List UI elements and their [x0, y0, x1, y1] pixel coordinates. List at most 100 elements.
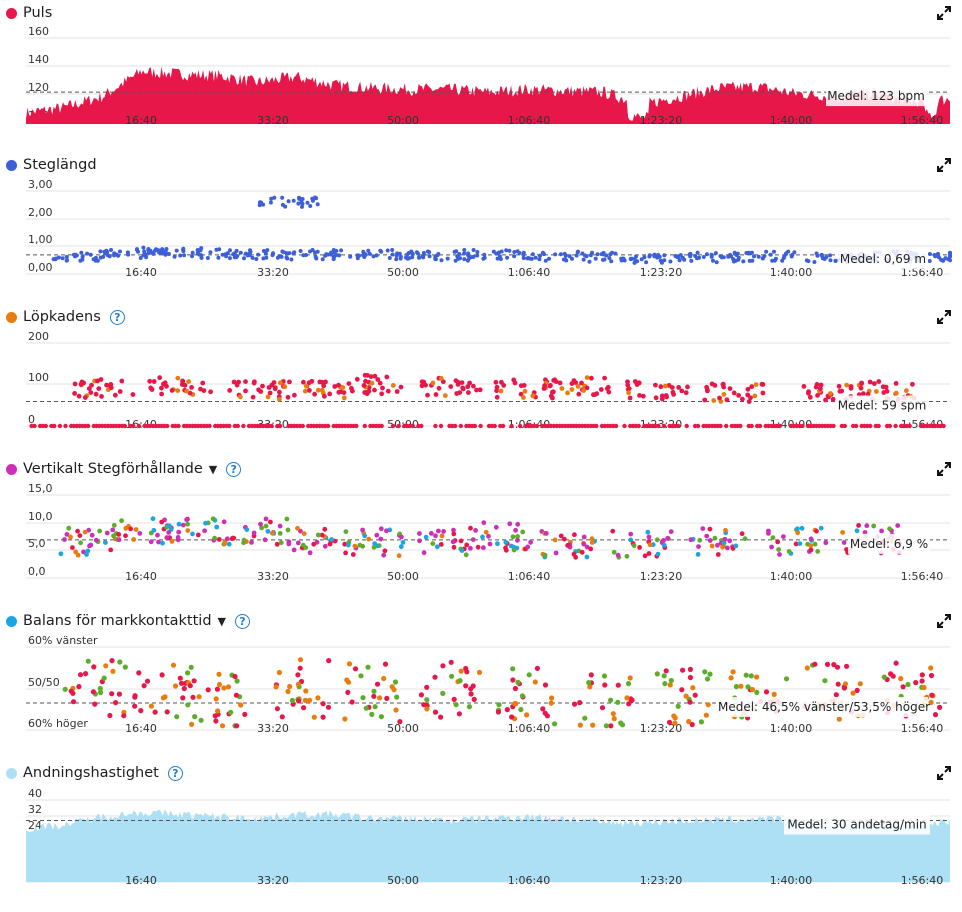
data-point [606, 389, 612, 395]
data-point [834, 664, 841, 670]
data-point [301, 379, 306, 385]
data-point [503, 539, 509, 545]
data-point [110, 527, 116, 533]
data-point [792, 250, 797, 255]
data-point [201, 388, 207, 393]
data-point [342, 716, 348, 722]
data-point [276, 669, 282, 676]
data-point [395, 251, 400, 256]
chart-andning[interactable]: 403224168016:4033:2050:001:06:401:23:201… [0, 760, 962, 893]
data-point [679, 687, 685, 693]
data-point [91, 257, 96, 262]
data-point [656, 423, 661, 429]
chart-balans[interactable]: 60% vänster 50/50 60% höger 16:40 33:20 50:00… [0, 608, 962, 760]
data-point [242, 711, 248, 717]
data-point [424, 706, 430, 712]
data-point [421, 379, 427, 385]
data-point [238, 394, 243, 400]
data-point [776, 547, 781, 552]
expand-icon[interactable] [936, 613, 952, 629]
expand-icon[interactable] [936, 765, 952, 781]
chevron-down-icon[interactable]: ▼ [208, 462, 218, 476]
help-icon[interactable]: ? [109, 309, 125, 325]
average-label: Medel: 0,69 m [840, 252, 926, 266]
expand-icon[interactable] [936, 5, 952, 21]
data-point [576, 391, 582, 397]
data-point [806, 390, 811, 396]
data-point [214, 686, 220, 692]
data-point [552, 537, 558, 543]
data-point [414, 250, 419, 255]
data-point [828, 258, 833, 263]
data-point [345, 689, 351, 695]
chart-lopkadens[interactable]: 200100016:4033:2050:001:06:401:23:201:40… [0, 304, 962, 456]
data-point [235, 423, 240, 429]
help-icon[interactable]: ? [167, 765, 183, 781]
chart-steglangd[interactable]: 3,00 2,00 1,00 0,00 16:40 33:20 50:00 1:06:40 1:… [0, 152, 962, 304]
expand-icon[interactable] [936, 309, 952, 325]
data-point [68, 688, 74, 694]
help-icon[interactable]: ? [235, 613, 250, 629]
y-tick-label: 3,00 [28, 178, 53, 191]
data-point [329, 537, 334, 542]
data-point [525, 256, 530, 261]
data-point [332, 384, 338, 389]
data-point [159, 519, 165, 525]
data-point [647, 254, 652, 259]
data-point [292, 250, 297, 255]
data-point [169, 388, 175, 393]
data-point [700, 526, 706, 531]
data-point [322, 526, 328, 532]
data-point [321, 383, 327, 389]
data-point [58, 551, 64, 557]
help-icon[interactable]: ? [226, 461, 242, 477]
data-point [320, 701, 326, 707]
data-point [463, 665, 469, 672]
data-point [398, 384, 404, 390]
data-point [613, 423, 619, 429]
data-point [608, 252, 613, 257]
data-point [745, 386, 751, 392]
chart-puls[interactable]: 16014012010016:4033:2050:001:06:401:23:2… [0, 0, 962, 152]
data-point [704, 676, 711, 682]
data-point [405, 252, 410, 257]
data-point [483, 529, 489, 535]
data-point [95, 378, 100, 384]
data-point [160, 540, 165, 546]
data-point [326, 658, 332, 664]
data-point [772, 249, 776, 254]
data-point [611, 549, 617, 555]
data-point [361, 383, 367, 388]
chevron-down-icon[interactable]: ▼ [217, 614, 226, 628]
data-point [377, 695, 383, 701]
data-point [569, 387, 575, 392]
data-point [232, 673, 238, 680]
data-point [195, 532, 201, 538]
data-point [325, 252, 330, 257]
chart-vertikalt[interactable]: 15,0 10,0 5,0 0,0 16:40 33:20 50:00 1:06:40 1:23… [0, 456, 962, 608]
data-point [540, 706, 546, 712]
data-point [86, 386, 92, 391]
data-point [687, 674, 694, 681]
data-point [430, 541, 436, 546]
expand-icon[interactable] [936, 461, 952, 477]
data-point [265, 529, 271, 534]
data-point [374, 253, 379, 258]
data-point [581, 257, 586, 262]
data-point [562, 251, 567, 256]
data-point [602, 375, 607, 381]
panel-header: Steglängd [6, 154, 97, 176]
data-point [320, 257, 325, 262]
data-point [579, 549, 585, 555]
data-point [615, 699, 621, 705]
x-tick-label: 1:06:40 [508, 570, 550, 583]
data-point [665, 535, 671, 541]
data-point [632, 260, 637, 265]
data-point [628, 531, 634, 537]
data-point [857, 681, 863, 687]
data-point [777, 423, 782, 429]
data-point [88, 252, 93, 257]
data-point [103, 540, 108, 545]
expand-icon[interactable] [936, 157, 952, 173]
data-point [279, 254, 284, 259]
